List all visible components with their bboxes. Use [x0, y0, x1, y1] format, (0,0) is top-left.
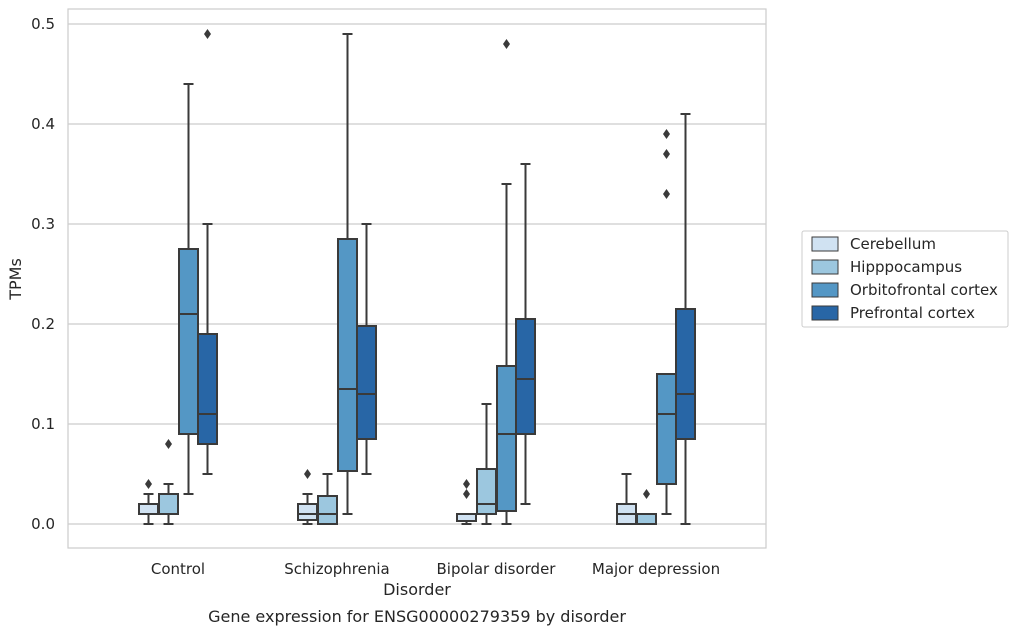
outlier-point [204, 29, 211, 39]
outlier-point [503, 39, 510, 49]
box-body [317, 495, 338, 525]
box-body [158, 493, 179, 515]
outlier-point [643, 489, 650, 499]
box-series-group [138, 29, 696, 525]
y-tick-label: 0.3 [31, 215, 55, 233]
box-body [297, 503, 318, 521]
box-body [178, 248, 199, 435]
legend-frame [801, 230, 1009, 328]
box-body [337, 238, 358, 472]
box [197, 29, 218, 475]
plot-frame [67, 8, 767, 549]
legend-swatch [811, 236, 839, 252]
outlier-point [145, 479, 152, 489]
box-body [456, 513, 477, 522]
x-axis-ticks: Control Schizophrenia Bipolar disorder Majo… [151, 560, 720, 578]
box-body [675, 308, 696, 440]
legend-swatch [811, 282, 839, 298]
legend-label: Orbitofrontal cortex [850, 281, 998, 299]
box [337, 33, 358, 515]
outlier-point [463, 479, 470, 489]
box [476, 403, 497, 525]
box [636, 489, 657, 525]
box-body [636, 513, 657, 525]
series-hipppocampus [158, 403, 657, 525]
box [356, 223, 377, 475]
x-tick-label: Schizophrenia [284, 560, 389, 578]
series-cerebellum [138, 469, 637, 525]
box-body [356, 325, 377, 440]
box [515, 163, 536, 505]
y-tick-label: 0.5 [31, 15, 55, 33]
box [616, 473, 637, 525]
y-tick-label: 0.0 [31, 515, 55, 533]
chart-caption: Gene expression for ENSG00000279359 by d… [208, 607, 626, 626]
outlier-point [663, 129, 670, 139]
box [675, 113, 696, 525]
y-tick-label: 0.2 [31, 315, 55, 333]
y-tick-label: 0.1 [31, 415, 55, 433]
legend-label: Prefrontal cortex [850, 304, 975, 322]
box-body [496, 365, 517, 512]
x-tick-label: Control [151, 560, 205, 578]
box [178, 83, 199, 495]
outlier-point [663, 149, 670, 159]
box [317, 473, 338, 525]
outlier-point [165, 439, 172, 449]
box [138, 479, 159, 525]
y-axis-ticks: 0.0 0.1 0.2 0.3 0.4 0.5 [31, 15, 55, 533]
legend-swatch [811, 259, 839, 275]
outlier-point [663, 189, 670, 199]
box [456, 479, 477, 525]
legend-label: Cerebellum [850, 235, 936, 253]
legend-label: Hipppocampus [850, 258, 962, 276]
x-axis-label: Disorder [383, 580, 451, 599]
box [656, 129, 677, 515]
outlier-point [304, 469, 311, 479]
box [496, 39, 517, 525]
box-body [476, 468, 497, 515]
box-body [197, 333, 218, 445]
legend: Cerebellum Hipppocampus Orbitofrontal cort… [801, 230, 1009, 328]
x-tick-label: Bipolar disorder [437, 560, 557, 578]
y-tick-label: 0.4 [31, 115, 55, 133]
x-tick-label: Major depression [592, 560, 720, 578]
box-body [515, 318, 536, 435]
box-body [656, 373, 677, 485]
box [158, 439, 179, 525]
series-orbitofrontal-cortex [178, 33, 677, 525]
legend-swatch [811, 305, 839, 321]
series-prefrontal-cortex [197, 29, 696, 525]
y-axis-label: TPMs [6, 258, 25, 301]
box [297, 469, 318, 525]
outlier-point [463, 489, 470, 499]
box-body [138, 503, 159, 515]
